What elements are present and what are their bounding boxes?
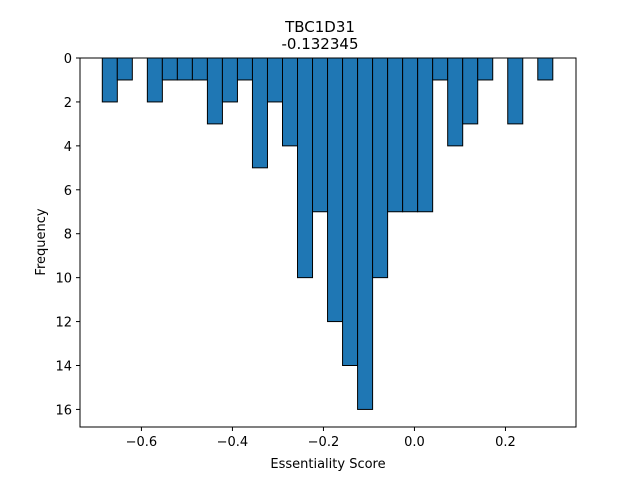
histogram-bar	[372, 57, 389, 279]
histogram-bar	[507, 57, 524, 125]
histogram-bar	[146, 57, 163, 103]
histogram-bar	[191, 57, 208, 81]
histogram-bar	[266, 57, 284, 103]
histogram-bar	[176, 57, 193, 81]
chart-title: TBC1D31	[284, 18, 355, 36]
y-tick-label: 0	[64, 52, 72, 67]
y-tick-label: 10	[55, 272, 72, 287]
x-tick-label: 0.2	[495, 435, 516, 450]
histogram-bar	[447, 57, 464, 147]
histogram-bar	[282, 57, 299, 147]
histogram-bar	[417, 57, 434, 213]
histogram-bar	[357, 57, 374, 410]
histogram-bar	[327, 57, 344, 323]
histogram-bar	[312, 57, 329, 213]
y-tick-label: 8	[64, 228, 72, 243]
y-tick-label: 14	[55, 360, 72, 375]
y-tick-label: 16	[55, 403, 72, 418]
histogram-bar	[297, 57, 314, 279]
histogram-bar	[161, 57, 178, 81]
y-tick-label: 6	[64, 184, 72, 199]
histogram-bar	[101, 57, 118, 103]
plot-frame	[79, 57, 577, 428]
y-axis: 0 2 4 6 8 10 12 14 16	[55, 52, 80, 418]
histogram-bar	[236, 57, 253, 81]
histogram-bar	[251, 57, 268, 169]
y-tick-label: 4	[64, 140, 72, 155]
x-axis-label: Essentiality Score	[270, 457, 385, 472]
x-tick-label: −0.4	[217, 435, 249, 450]
histogram-bar	[206, 57, 223, 125]
histogram-bar	[402, 57, 419, 213]
x-axis: −0.6 −0.4 −0.2 0.0 0.2	[126, 427, 516, 450]
histogram-bar	[342, 57, 359, 366]
y-tick-label: 12	[55, 316, 72, 331]
histogram-bar	[477, 57, 494, 81]
y-axis-label: Frequency	[34, 208, 49, 275]
bars-layer	[101, 57, 554, 410]
chart-subtitle: -0.132345	[282, 35, 359, 53]
histogram-bar	[221, 57, 238, 103]
histogram-bar	[462, 57, 479, 125]
x-tick-label: −0.2	[308, 435, 340, 450]
x-tick-label: −0.6	[126, 435, 158, 450]
histogram-bar	[432, 57, 449, 81]
y-tick-label: 2	[64, 96, 72, 111]
histogram-bar	[387, 57, 404, 213]
histogram-bar	[537, 57, 554, 81]
x-tick-label: 0.0	[404, 435, 425, 450]
histogram-bar	[116, 57, 133, 81]
